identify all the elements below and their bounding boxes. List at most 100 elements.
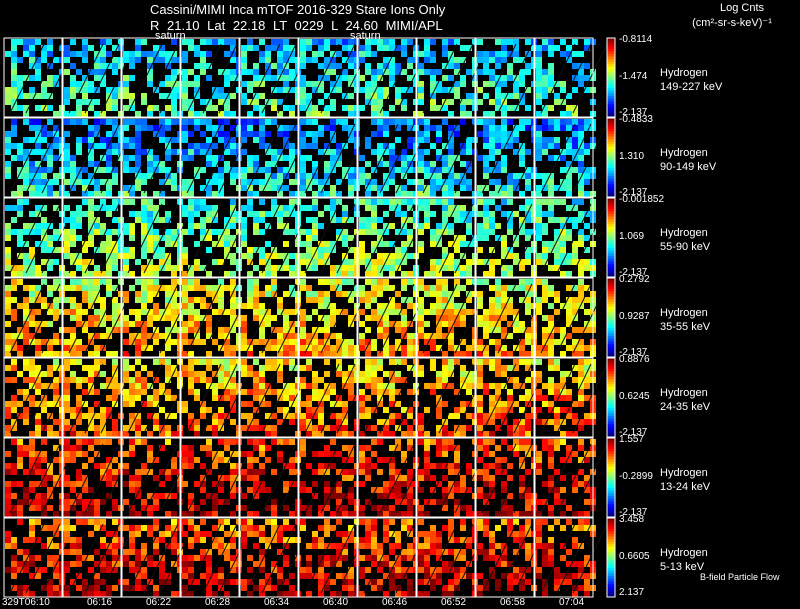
colorbar-5	[606, 357, 616, 438]
image-frame	[416, 357, 490, 438]
image-frame	[534, 357, 608, 438]
colorbar-tick-label: -0.2899	[619, 470, 653, 482]
x-tick-label: 06:22	[146, 597, 172, 608]
image-frame	[357, 357, 431, 438]
image-frame	[239, 197, 313, 278]
colorbar-7	[606, 517, 616, 598]
image-frame	[239, 277, 313, 358]
image-frame	[298, 277, 372, 358]
image-frame	[475, 37, 549, 118]
colorbar-tick-label: 0.8876	[619, 354, 650, 365]
image-frame	[121, 437, 195, 518]
image-frame	[534, 437, 608, 518]
colorbar-tick-label: -2.137	[619, 107, 648, 118]
colorbar-tick-label: -2.137	[619, 187, 648, 198]
image-frame	[121, 517, 195, 598]
panel-6	[3, 437, 608, 518]
image-frame	[3, 437, 77, 518]
x-tick-label: 06:40	[323, 597, 349, 608]
panel-label: Hydrogen 90-149 keV	[660, 146, 716, 174]
colorbar-tick-label: -0.8114	[619, 34, 653, 45]
panel-label: Hydrogen 35-55 keV	[660, 306, 710, 334]
image-frame	[416, 37, 490, 118]
image-frame	[62, 117, 136, 198]
colorbar-tick-label: 1.557	[619, 434, 645, 445]
panel-label: Hydrogen 149-227 keV	[660, 66, 722, 94]
image-frame	[62, 437, 136, 518]
x-tick-label: 06:46	[382, 597, 408, 608]
image-frame	[239, 37, 313, 118]
colorbar-3	[606, 197, 616, 278]
image-frame	[121, 357, 195, 438]
image-frame	[180, 37, 254, 118]
colorbar-tick-label: 0.9287	[619, 310, 650, 322]
image-frame	[475, 277, 549, 358]
colorbar-2	[606, 117, 616, 198]
panel-4	[3, 277, 608, 358]
image-frame	[121, 277, 195, 358]
image-frame	[416, 517, 490, 598]
image-frame	[534, 517, 608, 598]
image-frame	[416, 277, 490, 358]
image-frame	[475, 357, 549, 438]
colorbar-tick-label: 2.137	[619, 587, 645, 598]
x-tick-label: 06:58	[500, 597, 526, 608]
image-frame	[180, 437, 254, 518]
panel-3	[3, 197, 608, 278]
colorbar-tick-label: -2.137	[619, 507, 648, 518]
panel-1	[3, 37, 608, 118]
orbit-info: R 21.10 Lat 22.18 LT 0229 L 24.60 MIMI/A…	[150, 18, 443, 33]
species-label: Hydrogen	[660, 227, 708, 239]
colorbar-tick-label: 1.310	[619, 150, 645, 162]
image-frame	[475, 437, 549, 518]
image-frame	[357, 117, 431, 198]
colorbar-4	[606, 277, 616, 358]
colorbar-tick-label: -2.137	[619, 347, 648, 358]
image-frame	[239, 517, 313, 598]
species-label: Hydrogen	[660, 307, 708, 319]
image-frame	[298, 437, 372, 518]
colorbar-tick-label: -0.4833	[619, 114, 653, 125]
panel-label: Hydrogen 5-13 keV	[660, 546, 708, 574]
image-frame	[357, 37, 431, 118]
colorbar-6	[606, 437, 616, 518]
image-frame	[180, 197, 254, 278]
image-frame	[62, 197, 136, 278]
colorbar-1	[606, 37, 616, 118]
energy-range-label: 90-149 keV	[660, 161, 717, 173]
image-frame	[298, 37, 372, 118]
energy-range-label: 24-35 keV	[660, 401, 711, 413]
colorbar-tick-label: 0.6605	[619, 550, 650, 562]
energy-range-label: 149-227 keV	[660, 81, 723, 93]
image-frame	[475, 117, 549, 198]
image-frame	[298, 117, 372, 198]
panel-label: Hydrogen 13-24 keV	[660, 466, 710, 494]
image-frame	[475, 517, 549, 598]
image-frame	[416, 437, 490, 518]
image-frame	[62, 277, 136, 358]
panel-5	[3, 357, 608, 438]
image-frame	[121, 117, 195, 198]
saturn-label-1: saturn	[155, 30, 186, 42]
image-frame	[3, 517, 77, 598]
image-frame	[357, 277, 431, 358]
image-frame	[3, 357, 77, 438]
energy-range-label: 55-90 keV	[660, 241, 711, 253]
species-label: Hydrogen	[660, 467, 708, 479]
species-label: Hydrogen	[660, 387, 708, 399]
image-frame	[534, 37, 608, 118]
colorbar-tick-label: -1.474	[619, 70, 648, 82]
image-frame	[121, 197, 195, 278]
panel-2	[3, 117, 608, 198]
energy-range-label: 13-24 keV	[660, 481, 711, 493]
footer-note: B-field Particle Flow	[700, 572, 780, 582]
colorbar-tick-label: -2.137	[619, 427, 648, 438]
panel-label: Hydrogen 24-35 keV	[660, 386, 710, 414]
image-frame	[121, 37, 195, 118]
x-tick-label: 07:04	[559, 597, 585, 608]
species-label: Hydrogen	[660, 67, 708, 79]
image-frame	[534, 277, 608, 358]
page-title: Cassini/MIMI Inca mTOF 2016-329 Stare Io…	[150, 2, 446, 17]
image-frame	[62, 357, 136, 438]
